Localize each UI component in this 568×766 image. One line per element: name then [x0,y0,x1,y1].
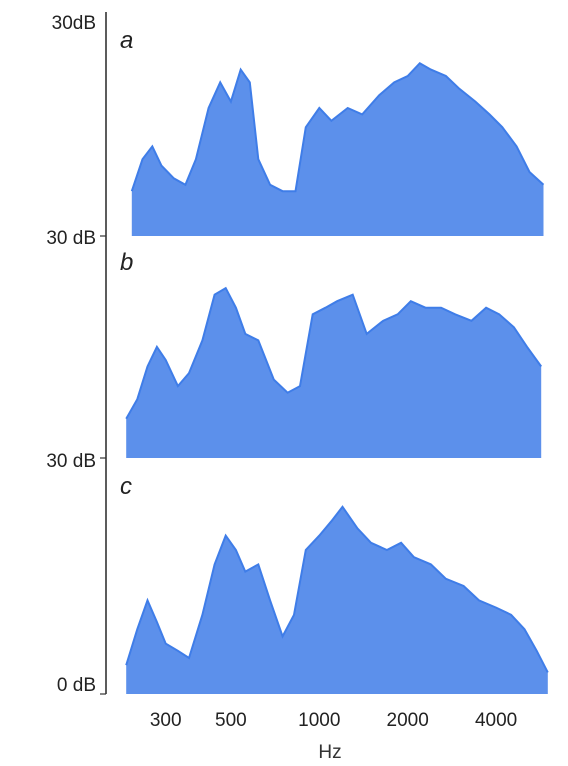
x-axis-ticks: 300 500 1000 2000 4000 [150,710,517,731]
x-tick-label-500: 500 [215,710,247,731]
panel-b: 30 dB b [46,228,543,459]
panel-a: 30dB a [52,13,545,237]
x-tick-label-300: 300 [150,710,182,731]
panel-a-series [100,61,545,237]
panel-c-letter: c [120,473,132,500]
panel-c: 30 dB c 0 dB [46,451,549,696]
x-axis-label: Hz [318,742,341,763]
panel-a-line [130,61,545,193]
panel-c-area [126,506,548,694]
panel-b-series [100,286,543,459]
panel-a-letter: a [120,27,133,54]
x-tick-label-2000: 2000 [387,710,429,731]
panel-c-bottom-tick-label: 0 dB [57,675,96,696]
panel-c-series [100,505,549,695]
panel-b-line [125,286,543,420]
panel-b-top-tick-label: 30 dB [46,228,96,249]
x-tick-label-1000: 1000 [298,710,340,731]
x-tick-label-4000: 4000 [475,710,517,731]
panel-b-letter: b [120,249,133,276]
panel-c-line [125,505,549,673]
panel-a-area [131,63,544,237]
panel-a-top-tick-label: 30dB [52,13,96,34]
panel-b-area [126,288,542,458]
panel-c-top-tick-label: 30 dB [46,451,96,472]
